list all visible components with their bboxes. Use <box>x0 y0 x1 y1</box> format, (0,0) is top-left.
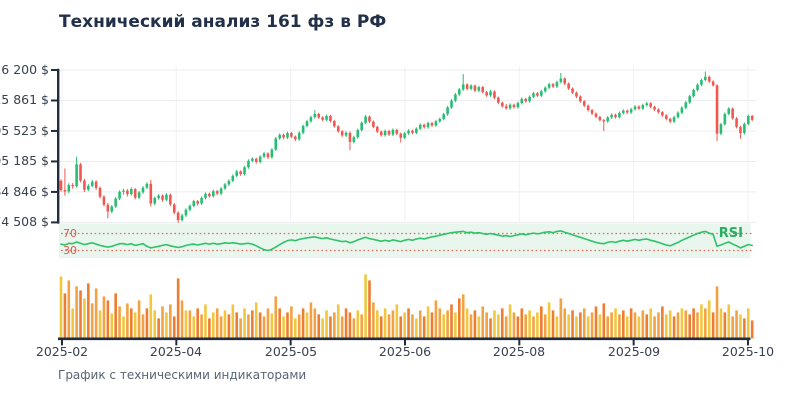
y-axis-tick-label: 74 508 $ <box>0 214 49 229</box>
gridlines <box>58 66 756 223</box>
chart-title: Технический анализ 161 фз в РФ <box>59 12 387 32</box>
rsi-line <box>60 230 754 252</box>
x-axis-tick-label: 2025-06 <box>378 344 432 359</box>
x-axis-tick-label: 2025-04 <box>149 344 203 359</box>
y-axis-tick-label: 115 861 $ <box>0 92 49 107</box>
x-axis-tick-label: 2025-10 <box>721 344 775 359</box>
x-axis-tick-label: 2025-09 <box>607 344 661 359</box>
y-axis <box>51 68 60 224</box>
x-axis-tick-label: 2025-02 <box>35 344 89 359</box>
candlestick-series <box>59 71 754 223</box>
x-axis-tick-label: 2025-05 <box>264 344 318 359</box>
x-axis <box>58 337 751 346</box>
y-axis-tick-label: 126 200 $ <box>0 62 49 77</box>
x-axis-tick-label: 2025-08 <box>492 344 546 359</box>
rsi-oversold-label: 30 <box>63 244 77 257</box>
rsi-label: RSI <box>718 226 743 241</box>
y-axis-tick-label: 95 185 $ <box>0 153 49 168</box>
rsi-overbought-label: 70 <box>63 227 77 240</box>
chart-caption: График с техническими индикаторами <box>58 368 307 382</box>
volume-bars <box>59 274 754 339</box>
y-axis-tick-label: 105 523 $ <box>0 123 49 138</box>
y-axis-tick-label: 84 846 $ <box>0 184 49 199</box>
